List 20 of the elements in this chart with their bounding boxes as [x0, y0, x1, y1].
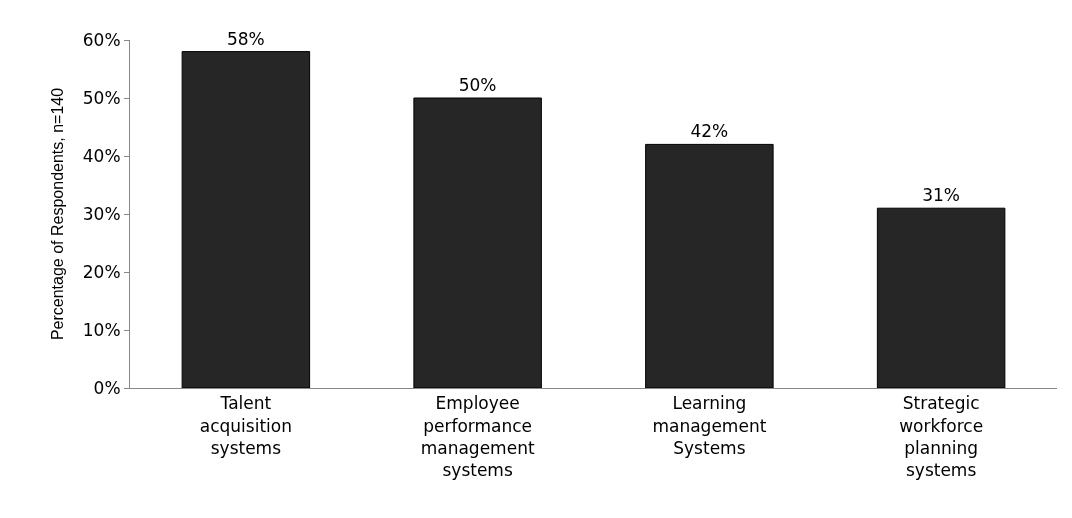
y-tick-label: 0%: [93, 377, 121, 398]
x-tick-label: Learning management Systems: [652, 393, 767, 458]
bar: [413, 97, 542, 388]
x-tick-label: Talent acquisition systems: [199, 393, 292, 458]
data-label: 31%: [922, 185, 961, 206]
y-tick-label: 60%: [82, 29, 121, 50]
y-tick-label: 40%: [82, 145, 121, 166]
x-tick-label: Employee performance management systems: [420, 393, 535, 480]
bar: [181, 51, 311, 388]
y-tick-label: 20%: [82, 261, 121, 282]
x-tick-label: Strategic workforce planning systems: [899, 393, 984, 480]
bar: [645, 143, 774, 388]
y-tick-label: 30%: [82, 203, 121, 224]
data-label: 50%: [458, 75, 497, 95]
y-tick-label: 50%: [82, 87, 121, 108]
data-label: 58%: [226, 28, 265, 49]
y-axis-title: Percentage of Respondents, n=140: [48, 87, 66, 341]
bar: [876, 207, 1006, 388]
y-tick-label: 10%: [82, 319, 121, 340]
data-label: 42%: [690, 121, 729, 142]
